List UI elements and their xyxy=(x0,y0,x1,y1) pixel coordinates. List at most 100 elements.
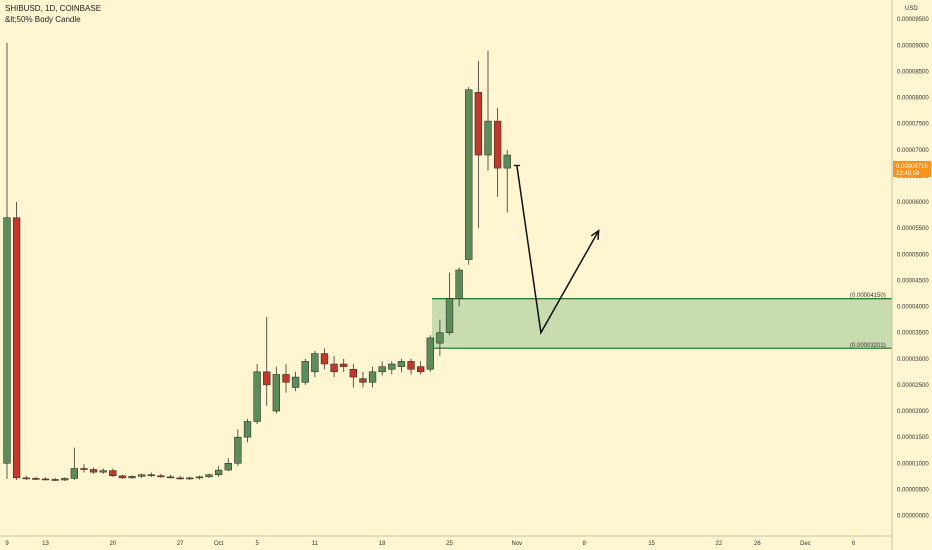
candle-body xyxy=(89,469,98,473)
candles xyxy=(3,42,511,482)
candle-body xyxy=(118,475,127,479)
y-tick-label: 0.00001000 xyxy=(897,461,929,467)
candle xyxy=(99,468,107,474)
candle xyxy=(282,364,290,393)
candle xyxy=(186,476,194,480)
candle-body xyxy=(214,469,223,476)
candle-body xyxy=(282,374,290,383)
candle-body xyxy=(147,474,155,477)
candle xyxy=(166,474,175,479)
candle xyxy=(157,473,165,478)
x-tick-label: 18 xyxy=(379,541,386,547)
candle xyxy=(51,477,59,482)
candle xyxy=(147,472,155,477)
candle xyxy=(378,361,386,376)
demand-zone xyxy=(432,298,892,349)
y-tick-label: 0.00008000 xyxy=(897,96,929,102)
candle-body xyxy=(166,476,175,479)
candle-body xyxy=(407,361,415,370)
candle xyxy=(291,371,300,392)
candle-body xyxy=(474,92,483,156)
candle xyxy=(455,267,463,307)
candle xyxy=(12,202,21,480)
candle xyxy=(253,364,261,425)
candle-body xyxy=(368,371,377,383)
candle xyxy=(388,361,396,375)
candle xyxy=(176,475,184,480)
candle xyxy=(359,371,367,388)
candle-body xyxy=(22,477,30,480)
candle-body xyxy=(138,474,146,477)
candle-body xyxy=(436,332,444,344)
x-tick-label: 20 xyxy=(109,541,116,547)
candle xyxy=(493,108,502,197)
candle-body xyxy=(186,477,194,480)
candle xyxy=(243,418,252,443)
candle-body xyxy=(41,478,50,481)
candle xyxy=(445,272,454,336)
candle xyxy=(320,348,329,370)
candle xyxy=(70,447,78,480)
candle xyxy=(214,465,223,477)
candle-body xyxy=(109,470,117,477)
candle-body xyxy=(80,468,88,470)
candle-body xyxy=(349,368,357,378)
candle xyxy=(436,319,444,357)
candle xyxy=(340,358,348,372)
candle-body xyxy=(263,371,271,386)
last-price-background xyxy=(893,161,931,177)
last-price-value: 0.00006710 xyxy=(896,164,928,170)
candle-body xyxy=(465,89,473,260)
y-tick-label: 0.00009500 xyxy=(897,17,929,23)
candle xyxy=(109,468,117,477)
candle xyxy=(41,477,50,481)
candle-body xyxy=(330,363,338,373)
candle xyxy=(330,356,338,378)
candle xyxy=(80,464,88,473)
symbol-title: SHIBUSD, 1D, COINBASE xyxy=(5,4,102,13)
candle-body xyxy=(311,353,319,373)
candle-body xyxy=(176,477,184,480)
time-axis: 9 13 20 27 Oct 5 11 18 25 Nov 8 15 22 26 Dec 6 xyxy=(5,541,856,547)
candle-body xyxy=(99,470,107,473)
projection-path xyxy=(516,165,600,335)
y-tick-label: 0.00004500 xyxy=(897,278,929,284)
last-price-tag: 0.00006710 22:40:59 xyxy=(893,161,931,177)
y-tick-label: 0.00003500 xyxy=(897,331,929,337)
y-tick-label: 0.00008500 xyxy=(897,69,929,75)
candle-body xyxy=(340,363,348,367)
candle xyxy=(465,87,473,265)
candle xyxy=(397,358,406,372)
candle xyxy=(205,473,213,478)
x-tick-label: 15 xyxy=(648,541,655,547)
candle-body xyxy=(397,361,406,367)
indicator-label: &lt;50% Body Candle xyxy=(5,15,81,24)
y-tick-label: 0.00005000 xyxy=(897,252,929,258)
candle-body xyxy=(195,476,204,479)
candle-body xyxy=(224,463,232,471)
y-tick-label: 0.00001500 xyxy=(897,435,929,441)
candle xyxy=(349,364,357,388)
candle-body xyxy=(205,474,213,478)
candle-body xyxy=(378,366,386,373)
y-tick-label: 0.00006000 xyxy=(897,200,929,206)
candle-body xyxy=(61,478,69,481)
candle xyxy=(368,366,377,388)
candle xyxy=(128,475,136,479)
candle xyxy=(301,358,309,385)
y-tick-label: 0.00002000 xyxy=(897,409,929,415)
candle xyxy=(503,149,511,213)
candle-body xyxy=(243,421,252,438)
candle-body xyxy=(455,269,463,299)
projection-arrow xyxy=(513,164,600,335)
candle-body xyxy=(70,468,78,479)
candle-body xyxy=(445,298,454,333)
candle xyxy=(417,361,425,375)
candle xyxy=(484,50,492,171)
currency-label: USD xyxy=(905,6,918,12)
y-tick-label: 0.00003000 xyxy=(897,357,929,363)
y-tick-label: 0.00009000 xyxy=(897,43,929,49)
candle-body xyxy=(388,363,396,370)
